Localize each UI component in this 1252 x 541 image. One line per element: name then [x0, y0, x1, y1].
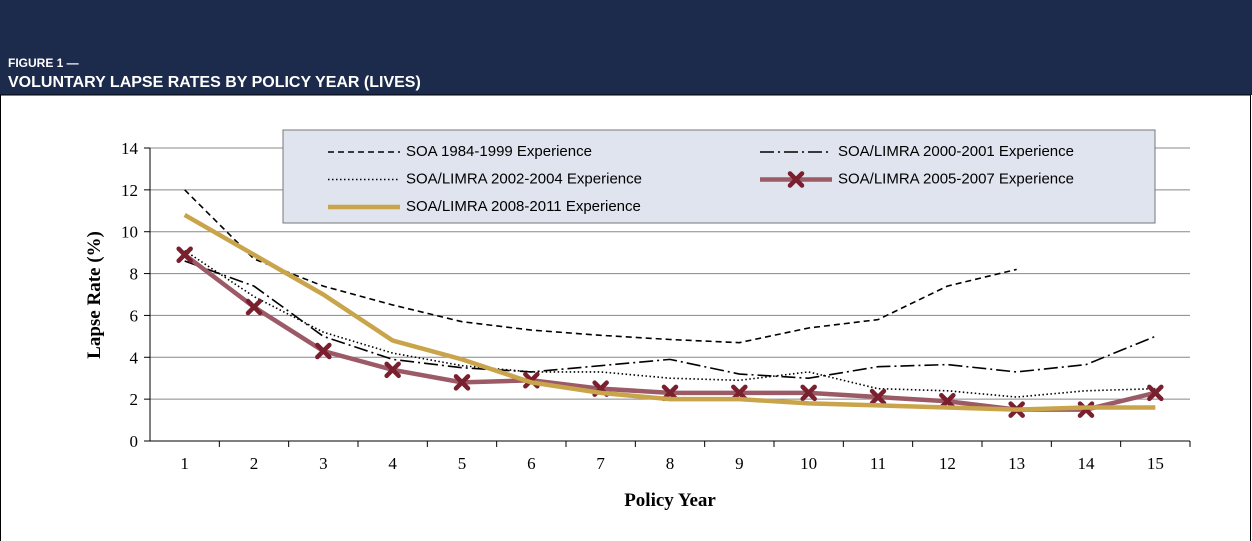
series-marker — [245, 298, 263, 316]
legend-box — [282, 129, 1156, 224]
y-tick-label: 0 — [130, 432, 139, 451]
y-tick-label: 10 — [121, 223, 138, 242]
x-tick-label: 1 — [180, 454, 189, 473]
x-tick-label: 2 — [250, 454, 259, 473]
y-axis-label: Lapse Rate (%) — [84, 231, 105, 359]
marker-stroke — [1147, 384, 1164, 402]
x-tick-label: 3 — [319, 454, 328, 473]
x-tick-label: 13 — [1008, 454, 1025, 473]
series-marker — [1147, 384, 1164, 402]
legend-label: SOA/LIMRA 2002-2004 Experience — [406, 170, 642, 187]
x-tick-label: 15 — [1147, 454, 1164, 473]
marker-stroke — [800, 384, 817, 402]
frame — [0, 94, 1251, 541]
marker-stroke — [384, 361, 401, 379]
marker-stroke — [869, 388, 887, 406]
y-tick-label: 8 — [130, 265, 139, 284]
series-line — [183, 213, 1156, 412]
x-tick-label: 9 — [735, 454, 744, 473]
x-tick-label: 6 — [527, 454, 536, 473]
y-tick-label: 4 — [130, 348, 139, 367]
y-tick-label: 14 — [121, 139, 139, 158]
marker-stroke — [315, 342, 332, 360]
legend-label: SOA/LIMRA 2008-2011 Experience — [406, 198, 641, 215]
marker-stroke — [453, 374, 471, 391]
x-tick-label: 14 — [1078, 454, 1096, 473]
y-tick-label: 6 — [130, 306, 139, 325]
x-tick-label: 4 — [388, 454, 397, 473]
y-tick-label: 2 — [130, 390, 139, 409]
series-line — [184, 260, 1156, 380]
x-tick-label: 7 — [596, 454, 605, 473]
marker-stroke — [176, 246, 193, 263]
series-line — [184, 189, 1017, 344]
series-line — [183, 252, 1156, 412]
series-marker — [731, 384, 748, 402]
legend-marker — [787, 171, 805, 188]
marker-stroke — [245, 298, 263, 316]
y-tick-label: 12 — [121, 181, 138, 200]
x-tick-label: 12 — [939, 454, 956, 473]
x-tick-label: 5 — [458, 454, 467, 473]
figure-title: VOLUNTARY LAPSE RATES BY POLICY YEAR (LI… — [8, 74, 421, 91]
x-tick-label: 8 — [666, 454, 675, 473]
series-marker — [384, 361, 401, 379]
series-line — [184, 249, 1156, 398]
legend-label: SOA/LIMRA 2000-2001 Experience — [838, 143, 1074, 160]
series-marker — [800, 384, 817, 402]
series-marker — [869, 388, 887, 406]
series-marker — [315, 342, 332, 360]
series-marker — [453, 374, 471, 391]
legend-label: SOA/LIMRA 2005-2007 Experience — [838, 170, 1074, 187]
legend-label: SOA 1984-1999 Experience — [406, 143, 592, 160]
marker-stroke — [787, 171, 805, 188]
x-tick-label: 10 — [800, 454, 817, 473]
marker-stroke — [731, 384, 748, 402]
figure-label: FIGURE 1 — — [8, 56, 79, 70]
x-axis-label: Policy Year — [624, 490, 716, 511]
series-marker — [176, 246, 193, 263]
x-tick-label: 11 — [870, 454, 886, 473]
header-band — [0, 0, 1252, 95]
